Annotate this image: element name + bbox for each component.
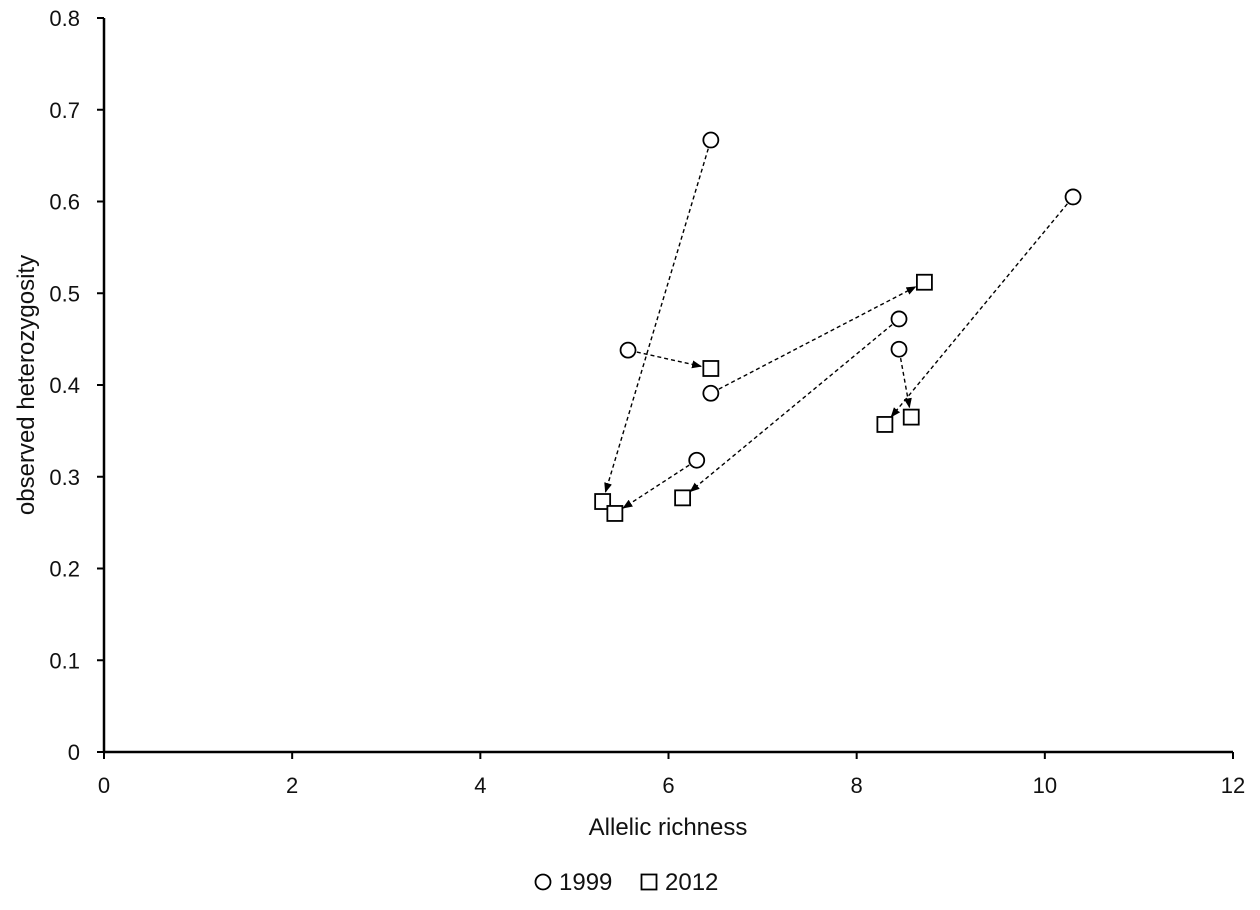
legend-label: 2012 [665,869,718,896]
change-arrow [899,357,912,409]
arrows-layer [604,148,1068,509]
y-tick-label: 0.4 [49,373,80,398]
legend-marker-square [640,873,658,891]
y-tick-label: 0.1 [49,648,80,673]
change-arrow [622,464,690,509]
change-arrow [718,286,917,390]
point-1999 [1064,188,1082,206]
change-arrow [689,324,893,493]
x-tick-label: 6 [662,773,674,798]
point-2012 [702,360,720,377]
point-2012 [876,416,894,433]
x-tick-label: 0 [98,773,110,798]
x-tick-label: 4 [474,773,486,798]
point-1999 [688,451,706,469]
point-2012 [902,408,920,426]
axes: 0 0.1 0.2 0.3 0.4 0.5 0.6 0.7 0.8 0 2 4 6 8 10 12 [49,6,1245,798]
point-1999 [619,341,637,359]
y-tick-label: 0.5 [49,281,80,306]
x-tick-label: 12 [1221,773,1245,798]
x-axis-title: Allelic richness [589,814,748,841]
x-tick-label: 10 [1033,773,1057,798]
legend-marker-circle [534,873,552,891]
y-tick-label: 0.7 [49,98,80,123]
y-tick-label: 0.6 [49,190,80,215]
change-arrow [636,351,703,369]
legend: 1999 2012 [534,869,718,896]
point-2012 [594,493,612,510]
change-arrow [604,148,709,493]
point-2012 [606,505,624,522]
legend-label: 1999 [559,869,612,896]
point-2012 [916,273,933,291]
y-axis-title: observed heterozygosity [13,255,40,515]
point-1999 [702,384,720,402]
x-tick-label: 8 [851,773,863,798]
y-tick-label: 0.3 [49,465,80,490]
points-layer [594,131,1082,522]
point-1999 [890,340,908,358]
y-tick-label: 0.8 [49,6,80,31]
point-1999 [890,310,908,328]
point-2012 [674,489,692,507]
y-tick-label: 0.2 [49,557,80,582]
x-tick-label: 2 [286,773,298,798]
point-1999 [702,131,720,149]
y-tick-label: 0 [68,740,80,765]
change-arrow [890,203,1068,418]
